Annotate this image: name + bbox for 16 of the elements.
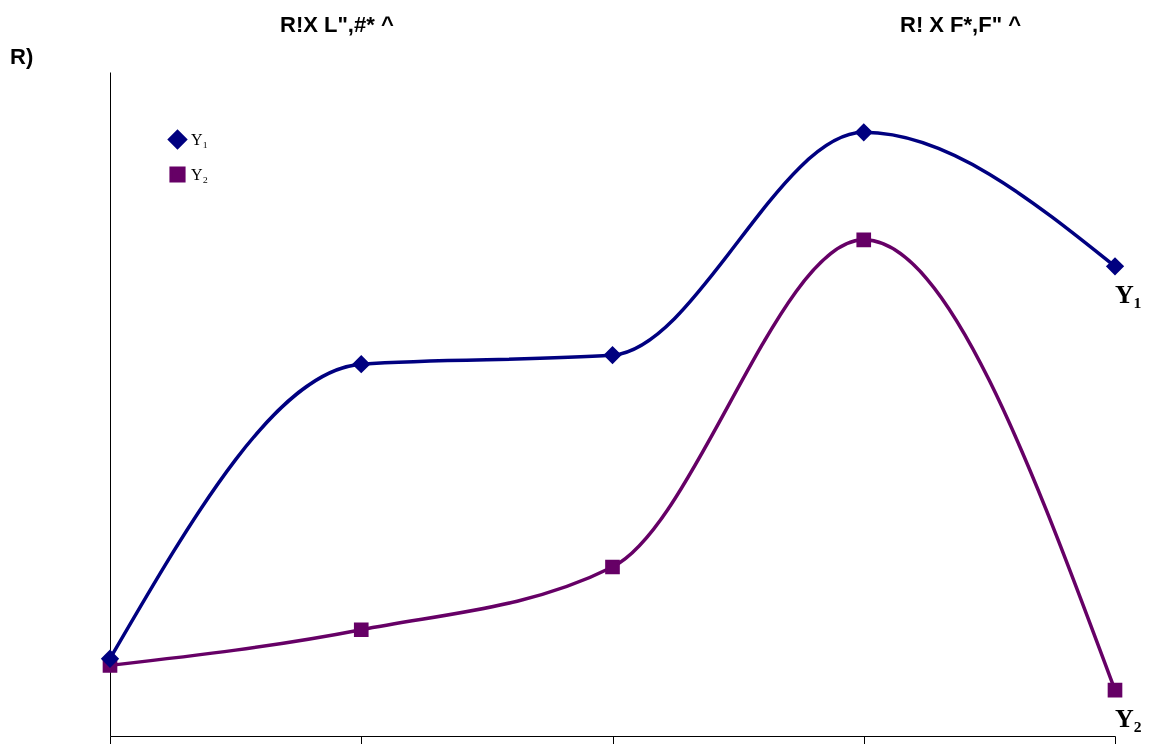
text: Y₂	[1115, 704, 1142, 734]
text: Y₁	[1115, 280, 1142, 310]
point	[855, 123, 873, 142]
point	[603, 346, 622, 364]
point	[605, 559, 620, 575]
point	[352, 355, 370, 373]
text: R)	[10, 44, 34, 70]
point	[1107, 682, 1123, 698]
text: R! X F*,F" ^	[900, 12, 1022, 38]
point	[1106, 257, 1124, 276]
legend-label: Y₁	[191, 130, 209, 148]
text: R!X L",#* ^	[280, 12, 394, 38]
point	[101, 649, 119, 668]
point	[856, 232, 872, 248]
point	[353, 622, 369, 638]
legend-label: Y₂	[191, 165, 209, 183]
